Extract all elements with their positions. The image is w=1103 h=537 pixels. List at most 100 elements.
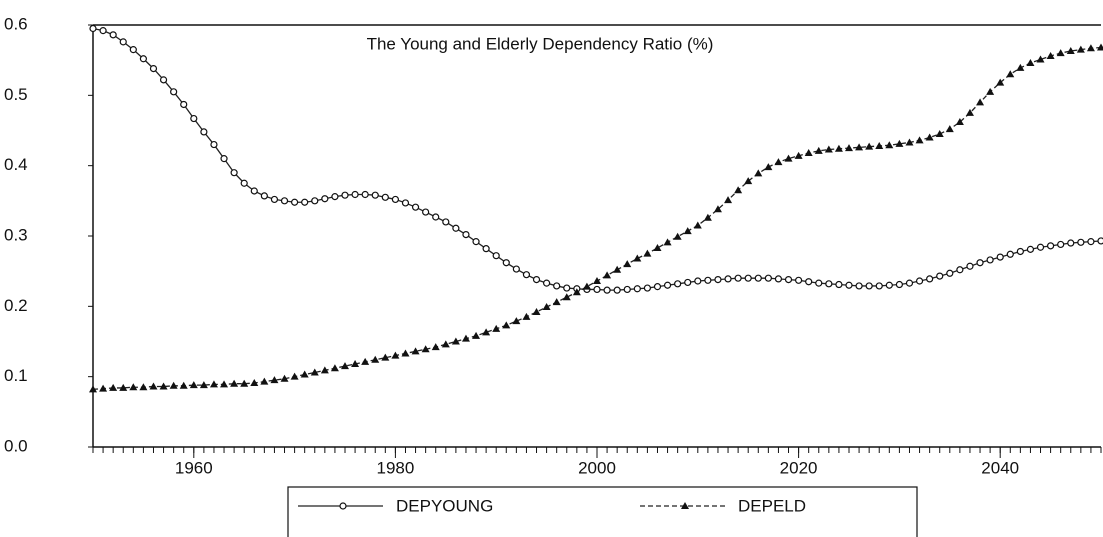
data-point	[865, 282, 873, 290]
data-point	[220, 380, 229, 388]
data-point	[1006, 70, 1015, 78]
data-point	[845, 144, 853, 152]
data-point	[190, 114, 198, 123]
data-point	[361, 190, 369, 199]
data-point	[290, 372, 299, 380]
data-point	[643, 249, 652, 257]
data-point	[371, 355, 380, 363]
data-point	[704, 276, 712, 284]
data-point	[89, 385, 97, 393]
data-point	[452, 224, 460, 232]
data-point	[1097, 43, 1103, 51]
data-point	[764, 274, 772, 282]
data-point	[361, 357, 370, 365]
legend-marker	[339, 502, 347, 510]
x-tick-label: 2020	[780, 458, 818, 477]
data-point	[1057, 240, 1065, 249]
data-point	[593, 285, 601, 294]
data-point	[270, 376, 279, 384]
data-point	[331, 193, 339, 201]
data-point	[895, 139, 904, 147]
data-point	[341, 191, 349, 199]
data-point	[291, 198, 299, 206]
data-point	[744, 274, 752, 282]
data-point	[240, 379, 249, 387]
data-point	[1026, 245, 1035, 253]
data-point	[603, 271, 612, 279]
data-point	[442, 218, 450, 226]
data-point	[724, 275, 732, 283]
y-tick-label: 0.1	[4, 366, 28, 385]
data-point	[955, 118, 964, 126]
data-point	[633, 285, 641, 293]
data-point	[159, 382, 168, 390]
data-point	[512, 265, 520, 273]
data-point	[199, 381, 208, 389]
data-point	[694, 277, 702, 285]
data-point	[250, 187, 258, 195]
data-point	[674, 280, 682, 288]
data-point	[875, 282, 883, 290]
data-point	[220, 155, 228, 163]
data-point	[956, 266, 964, 274]
data-point	[210, 140, 218, 149]
data-point	[936, 272, 944, 280]
y-tick-label: 0.5	[4, 85, 28, 104]
data-point	[814, 146, 823, 154]
data-point	[713, 205, 722, 213]
data-point	[129, 383, 138, 391]
y-tick-label: 0.6	[4, 14, 28, 33]
data-point	[159, 76, 168, 84]
data-point	[845, 281, 853, 289]
data-point	[1087, 238, 1095, 246]
data-point	[905, 138, 914, 146]
data-point	[240, 179, 248, 187]
data-point	[1097, 237, 1103, 245]
data-point	[502, 321, 511, 329]
data-point	[855, 143, 864, 151]
data-point	[401, 199, 410, 207]
data-point	[381, 353, 390, 361]
data-point	[905, 279, 914, 287]
data-point	[663, 281, 672, 289]
data-point	[572, 288, 581, 296]
data-point	[99, 384, 108, 392]
data-point	[1066, 47, 1075, 55]
data-point	[895, 280, 904, 289]
data-point	[280, 197, 289, 205]
data-point	[230, 169, 238, 177]
data-point	[270, 195, 279, 204]
data-point	[472, 238, 480, 246]
data-point	[976, 98, 985, 106]
data-point	[1036, 243, 1045, 251]
series-line	[92, 27, 1102, 291]
data-point	[422, 208, 430, 216]
chart-title: The Young and Elderly Dependency Ratio (…	[367, 34, 714, 53]
data-point	[724, 196, 733, 204]
data-point	[915, 136, 924, 144]
data-point	[179, 381, 188, 389]
legend-label: DEPELD	[738, 496, 806, 515]
data-point	[764, 163, 773, 171]
data-point	[371, 191, 379, 199]
data-point	[865, 142, 874, 150]
data-point	[1046, 242, 1055, 250]
data-point	[200, 128, 208, 136]
data-point	[1046, 51, 1055, 59]
y-tick-label: 0.0	[4, 436, 28, 455]
data-point	[391, 195, 399, 204]
data-point	[986, 256, 994, 264]
data-point	[562, 293, 571, 301]
data-point	[431, 343, 440, 351]
data-point	[139, 383, 148, 391]
data-point	[482, 328, 491, 336]
data-point	[351, 190, 359, 199]
data-point	[633, 254, 642, 262]
data-point	[804, 149, 813, 157]
data-point	[512, 317, 521, 325]
data-point	[109, 383, 118, 391]
data-point	[996, 253, 1004, 261]
data-point	[492, 252, 500, 260]
data-point	[260, 192, 268, 200]
